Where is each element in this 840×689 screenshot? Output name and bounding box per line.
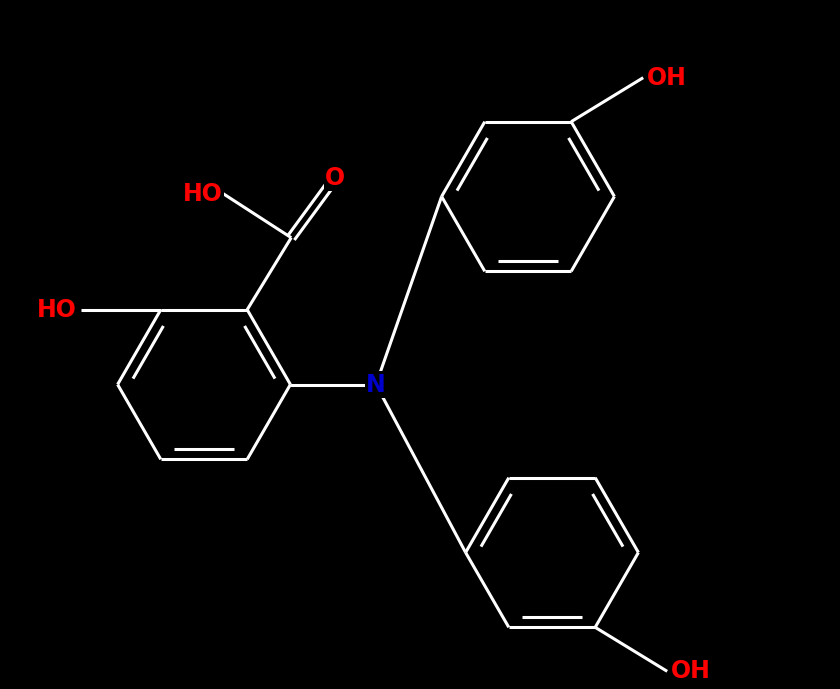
Text: HO: HO [37, 298, 76, 322]
Text: OH: OH [647, 65, 687, 90]
Text: OH: OH [671, 659, 711, 683]
Text: O: O [325, 165, 345, 189]
Text: N: N [366, 373, 386, 396]
Text: HO: HO [183, 182, 223, 206]
